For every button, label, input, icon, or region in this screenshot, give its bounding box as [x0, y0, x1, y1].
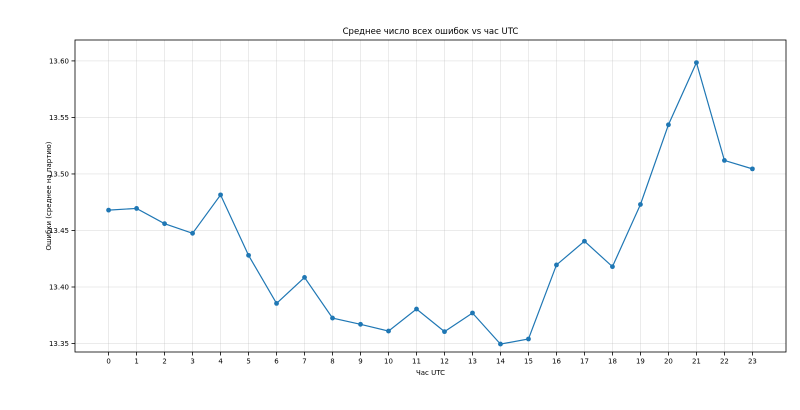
- data-point: [330, 315, 335, 321]
- x-tick-label: 2: [162, 358, 166, 366]
- x-tick-label: 0: [106, 358, 110, 366]
- y-tick-label: 13.45: [49, 227, 69, 235]
- x-tick-label: 18: [608, 358, 617, 366]
- x-tick-label: 15: [524, 358, 533, 366]
- data-point: [358, 321, 363, 327]
- data-point: [582, 238, 587, 244]
- x-axis-label: Час UTC: [416, 369, 445, 377]
- y-tick-label: 13.60: [49, 57, 69, 65]
- data-point: [218, 192, 223, 198]
- y-tick-label: 13.55: [49, 114, 69, 122]
- y-tick-label: 13.50: [49, 170, 69, 178]
- y-axis-label: Ошибки (среднее на партию): [45, 141, 53, 250]
- data-point: [106, 207, 111, 213]
- x-tick-label: 17: [580, 358, 589, 366]
- labels: Среднее число всех ошибок vs час UTC Час…: [45, 27, 518, 377]
- data-point: [470, 310, 475, 316]
- x-tick-label: 16: [552, 358, 561, 366]
- series-line: [108, 60, 753, 345]
- x-tick-label: 13: [468, 358, 477, 366]
- data-point: [302, 274, 307, 280]
- data-point: [722, 157, 727, 163]
- x-tick-label: 3: [190, 358, 194, 366]
- data-point: [162, 221, 167, 227]
- x-tick-label: 6: [274, 358, 279, 366]
- data-point: [526, 336, 531, 342]
- data-point: [414, 306, 419, 312]
- axes: 0 1 2 3 4 5 6 7 8 9 10 11 12 13 14 15 16 17 18 19 20 21 22 2313…: [49, 39, 787, 366]
- x-tick-label: 14: [496, 358, 505, 366]
- x-tick-label: 21: [692, 358, 701, 366]
- x-tick-label: 23: [748, 358, 757, 366]
- data-point: [554, 262, 559, 268]
- x-tick-label: 12: [440, 358, 449, 366]
- data-point: [190, 230, 195, 236]
- data-point: [666, 122, 671, 128]
- data-point: [750, 166, 755, 172]
- x-tick-label: 22: [720, 358, 729, 366]
- x-tick-label: 9: [358, 358, 362, 366]
- x-tick-label: 11: [412, 358, 421, 366]
- x-tick-label: 10: [384, 358, 393, 366]
- data-point: [694, 60, 699, 66]
- y-tick-label: 13.40: [49, 284, 69, 292]
- x-tick-label: 8: [330, 358, 334, 366]
- x-tick-label: 7: [302, 358, 306, 366]
- chart-title: Среднее число всех ошибок vs час UTC: [343, 27, 519, 37]
- data-point: [274, 300, 279, 306]
- x-tick-label: 20: [664, 358, 673, 366]
- data-point: [246, 252, 251, 258]
- x-tick-label: 4: [218, 358, 223, 366]
- x-tick-label: 5: [246, 358, 250, 366]
- data-point: [134, 206, 139, 211]
- data-point: [498, 341, 503, 347]
- data-point: [442, 329, 447, 335]
- plot-frame: [74, 39, 787, 353]
- grid: [75, 40, 786, 352]
- x-tick-label: 1: [134, 358, 138, 366]
- data-point: [638, 202, 643, 207]
- data-point: [386, 328, 391, 334]
- x-tick-label: 19: [636, 358, 645, 366]
- series: [106, 60, 755, 347]
- y-tick-label: 13.35: [49, 340, 69, 348]
- data-point: [610, 264, 615, 270]
